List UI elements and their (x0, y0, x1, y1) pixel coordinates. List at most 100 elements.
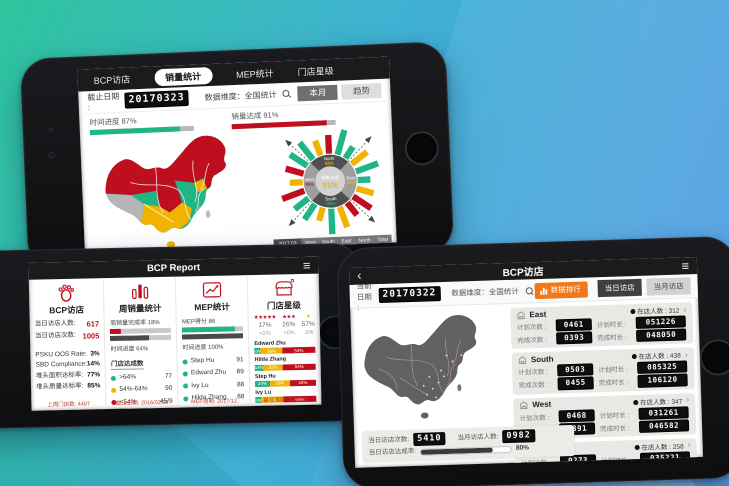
col-footer: 截止日期: 2016/02/16 (115, 399, 169, 407)
radial-bar (355, 185, 375, 197)
data-rank-button[interactable]: 数据排行 (534, 280, 588, 299)
tab-monthly-visits[interactable]: 当月访店 (646, 277, 691, 296)
col-footer: MEP周期: 2017/12 (191, 398, 238, 406)
china-choropleth-map[interactable]: leading time gone < 10% vs. time gone > … (84, 129, 275, 256)
quad-west-value: 85% (305, 182, 314, 187)
radial-bar (288, 151, 309, 169)
chevron-right-icon[interactable]: › (684, 349, 688, 360)
time-progress-bar (182, 333, 244, 340)
legend-swatch-red (299, 405, 305, 411)
radial-bar (336, 205, 351, 229)
quad-north-value: 92% (325, 160, 334, 165)
line-chart-icon (202, 282, 221, 298)
tab-mep-stats[interactable]: MEP统计 (235, 67, 274, 80)
col-footer: 星级周期: 2017/18 (263, 396, 309, 404)
person-name: Step Hu (190, 356, 215, 365)
person-star-row: Hilda Zhang 14% 32% 54% (255, 355, 316, 371)
done-times-value: 0455 (557, 376, 594, 390)
time-progress-bar (110, 334, 172, 342)
star-delta: -2% (303, 329, 314, 336)
plan-duration-label: 计划时长 : (596, 321, 627, 330)
day-times-label: 当日访店次数: (368, 435, 410, 445)
tab-store-rating[interactable]: 门店星级 (297, 65, 334, 77)
search-icon[interactable] (282, 90, 290, 98)
radial-bar (281, 187, 306, 202)
star-distribution-bar: 24% 33% 43% (255, 379, 317, 387)
time-progress-label: 时间进度 87% (89, 116, 137, 128)
dimension-label[interactable]: 数据维度：全国统计 (204, 89, 277, 102)
chevron-right-icon[interactable]: › (686, 394, 690, 405)
bar-chart-icon (540, 287, 548, 295)
search-icon[interactable] (526, 287, 530, 295)
col-title: 门店星级 (266, 300, 302, 311)
legend-swatch-yellow (281, 405, 287, 411)
green-dot-icon (182, 359, 188, 365)
chevron-right-icon[interactable]: › (687, 439, 691, 450)
stat-value: 617 (86, 319, 100, 329)
radial-bar (342, 145, 356, 160)
done-duration-value: 022010 (640, 464, 691, 468)
trend-button[interactable]: 趋势 (341, 82, 382, 100)
month-people-value: 0982 (502, 429, 536, 444)
col-title: MEP统计 (194, 301, 230, 313)
green-dot-icon (182, 371, 189, 377)
chevron-right-icon[interactable]: › (683, 303, 687, 314)
done-duration-label: 完成时长 : (598, 379, 629, 388)
date-display[interactable]: 20170323 (124, 90, 190, 109)
legend-swatch-green (262, 405, 268, 411)
camera-icon (47, 151, 55, 159)
china-map-svg (362, 314, 479, 419)
china-map-svg (103, 134, 229, 248)
quad-east-value: 94% (346, 180, 355, 185)
back-icon[interactable]: ‹ (356, 267, 362, 283)
plan-times-value: 0468 (558, 408, 595, 423)
home-button[interactable] (404, 130, 440, 166)
star-distribution-bar: 10% 36% 54% (254, 347, 316, 355)
dot-icon (632, 399, 639, 405)
footprint-icon (58, 284, 75, 302)
dot-icon (631, 354, 637, 360)
dimension-label[interactable]: 数据维度：全国统计 (451, 286, 519, 298)
stat-label: 堆头质量达标率: (35, 382, 84, 391)
stat-value: 14% (86, 360, 100, 369)
report-screen: BCP Report ≡ BCP访店 (28, 256, 322, 411)
month-button[interactable]: 本月 (297, 84, 338, 101)
radial-bar (301, 202, 318, 222)
region-people-count: 在店人数 : 312 (630, 305, 680, 317)
visit-screen: ‹ BCP访店 ≡ 当前日期 : 20170322 数据维度：全国统计 数据排行… (348, 257, 704, 468)
tab-sales-stats[interactable]: 销量统计 (153, 66, 213, 86)
col-title: BCP访店 (49, 304, 85, 316)
dot-icon (630, 308, 636, 315)
china-map-grey[interactable] (356, 308, 509, 468)
done-duration-value: 046582 (638, 418, 690, 433)
region-panel-south[interactable]: South 在店人数 : 438 › 计划次数 : 0503 计划时长 : 085325 完成… (511, 347, 695, 395)
date-display[interactable]: 20170322 (378, 286, 441, 303)
menu-icon[interactable]: ≡ (302, 257, 311, 273)
radial-bar (284, 165, 305, 177)
tab-bcp-visit[interactable]: BCP访店 (93, 73, 131, 86)
region-panel-east[interactable]: East 在店人数 : 312 › 计划次数 : 0461 计划时长 : 051226 完成次… (510, 302, 694, 350)
radial-center-value: 91% (322, 181, 338, 191)
day-times-value: 5410 (412, 431, 446, 447)
tab-daily-visits[interactable]: 当日访店 (597, 278, 642, 298)
yellow-dot-icon (111, 387, 117, 394)
plan-duration-value: 051226 (635, 315, 686, 330)
person-name: Ivy Lu (191, 381, 209, 390)
done-duration-value: 048050 (636, 328, 687, 343)
region-name: South (530, 354, 554, 365)
plan-times-value: 0503 (557, 363, 594, 377)
bar-label: MEP得分 86 (181, 318, 216, 326)
plan-duration-value: 031261 (638, 405, 689, 420)
rate-value: 80% (515, 444, 530, 453)
person-score: 89 (236, 368, 244, 376)
menu-icon[interactable]: ≡ (681, 258, 690, 274)
radial-bar (351, 193, 373, 211)
home-button[interactable] (699, 338, 729, 376)
bar-segment: 14% (254, 364, 264, 371)
radial-achievement-chart[interactable]: North 92% East 94% South 96% West 85% 销售… (273, 124, 388, 239)
person-score: 91 (236, 356, 244, 364)
table-header-cell: Total (373, 234, 392, 245)
plan-times-label: 计划次数 : (518, 369, 549, 377)
sensor-icon (48, 127, 53, 132)
